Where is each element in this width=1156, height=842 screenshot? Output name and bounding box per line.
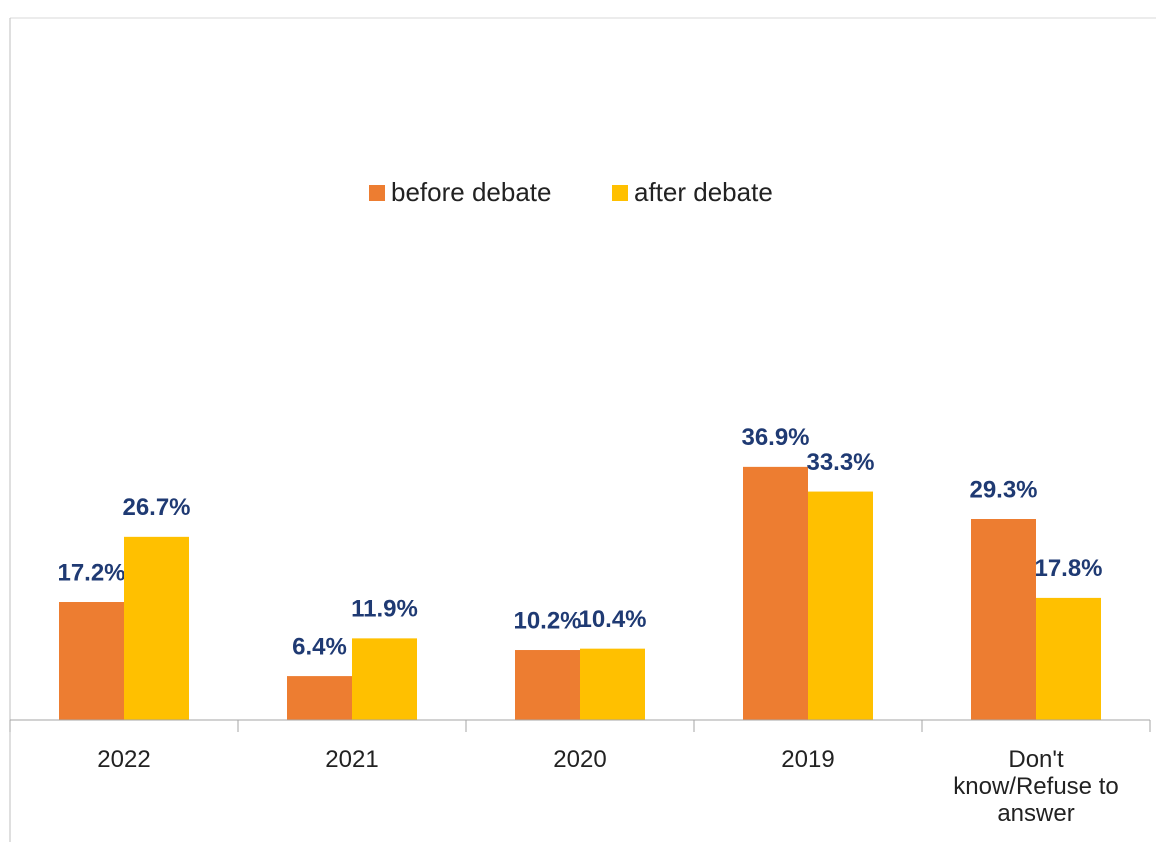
data-label: 17.8% — [1034, 555, 1102, 582]
data-label: 36.9% — [741, 424, 809, 451]
x-tick-label: 2019 — [781, 746, 835, 773]
bar — [971, 519, 1036, 720]
data-label: 17.2% — [57, 559, 125, 586]
x-tick-label: Don't know/Refuse to answer — [953, 746, 1119, 827]
x-tick-label: 2021 — [325, 746, 379, 773]
x-tick-label: 2022 — [97, 746, 151, 773]
data-label: 10.2% — [513, 607, 581, 634]
legend-label: after debate — [634, 177, 773, 207]
bar — [287, 676, 352, 720]
legend-swatch — [369, 185, 385, 201]
bar — [808, 491, 873, 720]
bar — [743, 466, 808, 720]
x-tick-label: 2020 — [553, 746, 607, 773]
data-label: 29.3% — [969, 476, 1037, 503]
bar — [515, 650, 580, 720]
bar — [352, 638, 417, 720]
data-label: 10.4% — [578, 606, 646, 633]
bar — [59, 602, 124, 720]
bar — [124, 536, 189, 720]
legend-swatch — [612, 185, 628, 201]
bar — [1036, 597, 1101, 720]
data-label: 33.3% — [806, 449, 874, 476]
bar — [580, 648, 645, 720]
data-label: 26.7% — [122, 494, 190, 521]
data-label: 11.9% — [351, 596, 418, 623]
legend-label: before debate — [391, 177, 551, 207]
data-label: 6.4% — [292, 633, 347, 660]
